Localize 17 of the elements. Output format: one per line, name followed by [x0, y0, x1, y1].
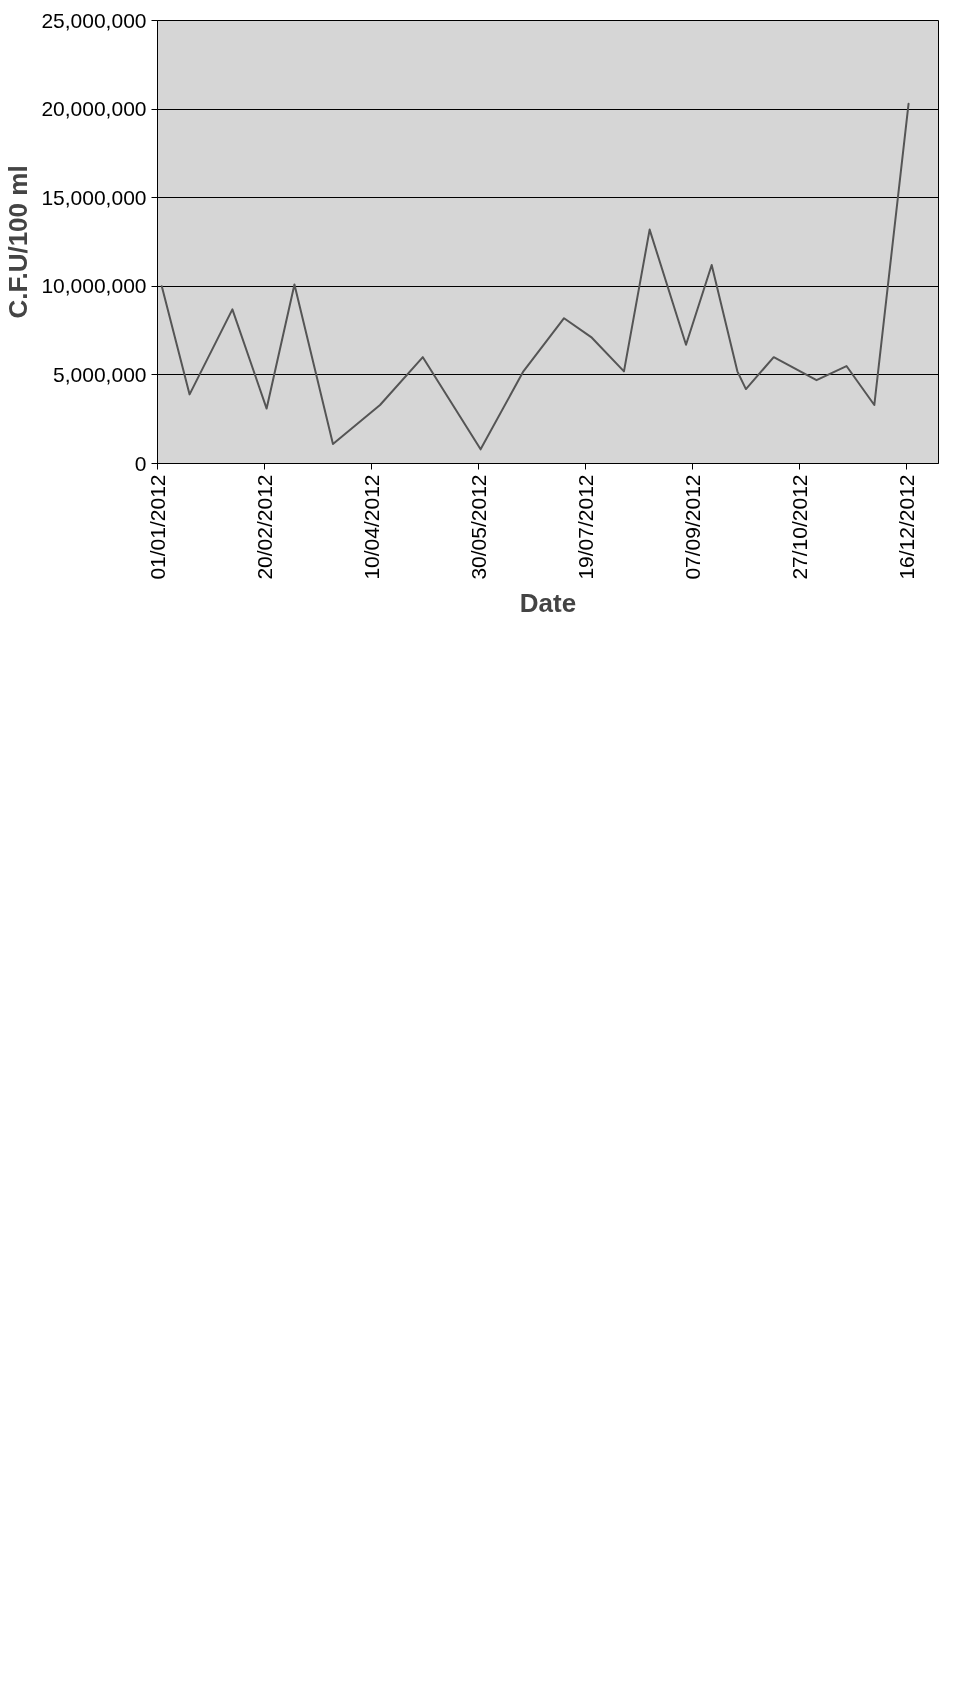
y-axis-title: C.F.U/100 ml: [3, 165, 34, 319]
x-tick-label: 16/12/2012: [894, 474, 918, 580]
x-axis-title: Date: [519, 587, 577, 618]
x-tick-label: 27/10/2012: [787, 474, 811, 580]
x-tick-label: 19/07/2012: [573, 474, 597, 580]
y-tick-label: 15,000,000: [41, 185, 147, 209]
y-tick-label: 5,000,000: [53, 362, 147, 386]
x-tick-label: 30/05/2012: [466, 474, 490, 580]
x-tick-label: 10/04/2012: [359, 474, 383, 580]
y-tick-label: 20,000,000: [41, 97, 147, 121]
x-tick-label: 20/02/2012: [252, 474, 276, 580]
line-series: [160, 102, 910, 451]
x-tick-label: 01/01/2012: [146, 474, 169, 580]
y-tick-label: 25,000,000: [41, 8, 147, 32]
y-tick-label: 10,000,000: [41, 274, 147, 298]
x-tick-label: 07/09/2012: [680, 474, 704, 580]
y-tick-label: 0: [134, 451, 147, 475]
